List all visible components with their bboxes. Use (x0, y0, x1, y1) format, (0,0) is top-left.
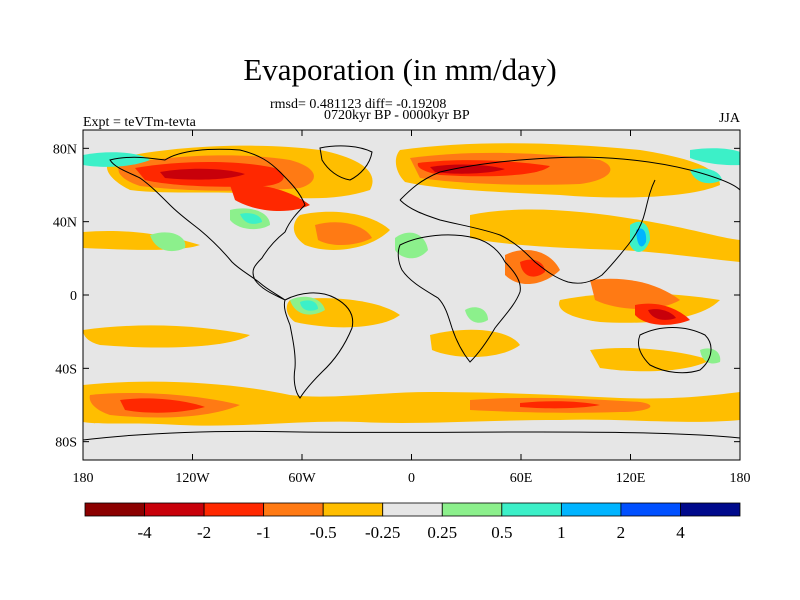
colorbar-label: -2 (197, 523, 211, 542)
colorbar-label: -0.25 (365, 523, 400, 542)
colorbar-label: 1 (557, 523, 566, 542)
south-america-outline (283, 292, 354, 399)
x-tick-label: 180 (730, 471, 751, 486)
y-tick-label: 40S (55, 362, 77, 377)
anomaly-field (83, 143, 740, 426)
colorbar-swatch (441, 502, 503, 517)
field-green (465, 307, 488, 323)
greenland-outline (319, 145, 373, 181)
colorbar-label: -4 (137, 523, 152, 542)
colorbar-swatch (84, 502, 145, 517)
field-dark-orange (315, 222, 372, 246)
map-title: Evaporation (in mm/day) (243, 52, 557, 87)
stats-label: rmsd= 0.481123 diff= -0.19208 (270, 97, 447, 112)
antarctica-outline (82, 430, 741, 441)
field-red (520, 401, 600, 409)
field-red (230, 184, 310, 212)
colorbar-swatch (382, 502, 443, 517)
field-red (520, 259, 545, 277)
eurasia-outline (399, 156, 741, 284)
experiment-label: Expt = teVTm-tevta (83, 115, 196, 130)
period-label: 0720kyr BP - 0000kyr BP (324, 108, 470, 123)
field-green (395, 232, 428, 259)
axis-ticks: 180 120W 60W 0 60E 120E 180 80N 40N 0 40S 80S (53, 130, 751, 486)
colorbar-label: -1 (257, 523, 271, 542)
north-america-outline (109, 148, 306, 301)
colorbar-label: 2 (617, 523, 626, 542)
australia-outline (637, 327, 712, 374)
colorbar-swatch (144, 502, 205, 517)
colorbar-swatch (263, 502, 324, 517)
colorbar: -4 -2 -1 -0.5 -0.25 0.25 0.5 1 2 4 (84, 502, 741, 542)
coastlines (82, 145, 741, 441)
africa-outline (397, 234, 521, 363)
colorbar-label: -0.5 (310, 523, 337, 542)
colorbar-swatch (203, 502, 265, 517)
field-crimson (160, 168, 245, 180)
field-cyan (240, 213, 262, 224)
field-green (150, 232, 186, 252)
colorbar-swatch (620, 502, 681, 517)
y-tick-label: 0 (70, 289, 77, 304)
colorbar-label: 4 (676, 523, 685, 542)
x-tick-label: 180 (73, 471, 94, 486)
field-orange (83, 381, 740, 426)
x-tick-label: 120W (175, 471, 210, 486)
colorbar-swatch (560, 502, 622, 517)
season-label: JJA (718, 111, 740, 126)
field-orange (590, 348, 710, 372)
x-tick-label: 120E (616, 471, 646, 486)
field-orange (430, 329, 520, 357)
field-cyan (83, 152, 150, 167)
colorbar-swatch (501, 502, 562, 517)
colorbar-label: 0.25 (427, 523, 457, 542)
field-orange (83, 325, 250, 348)
x-tick-label: 60E (510, 471, 533, 486)
field-orange (470, 209, 740, 262)
y-tick-label: 80N (53, 142, 77, 157)
colorbar-swatch (322, 502, 384, 517)
field-crimson (648, 309, 676, 320)
colorbar-swatch (680, 502, 741, 517)
field-dark-orange (590, 278, 680, 309)
y-tick-label: 80S (55, 436, 77, 451)
field-red (120, 398, 205, 413)
field-crimson (430, 164, 505, 174)
colorbar-label: 0.5 (491, 523, 512, 542)
x-tick-label: 0 (408, 471, 415, 486)
field-cyan (300, 300, 318, 311)
field-sky (636, 228, 647, 247)
x-tick-label: 60W (288, 471, 316, 486)
field-cyan (690, 148, 740, 166)
y-tick-label: 40N (53, 216, 77, 231)
